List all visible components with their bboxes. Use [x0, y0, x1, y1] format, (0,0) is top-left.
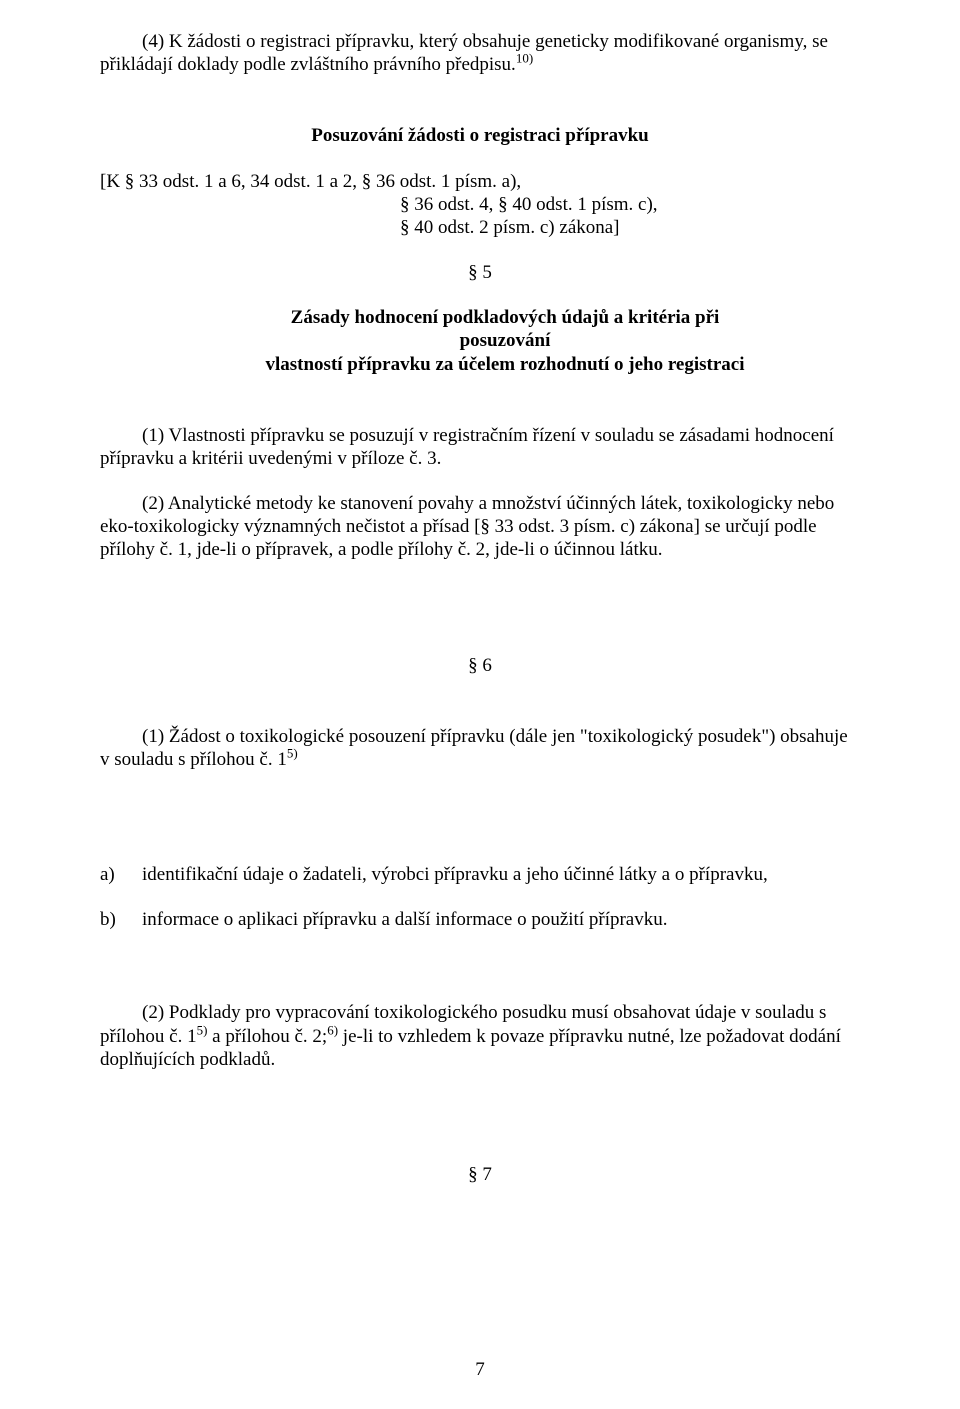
legal-ref-line-2: § 36 odst. 4, § 40 odst. 1 písm. c), — [100, 193, 860, 216]
list-text-a: identifikační údaje o žadateli, výrobci … — [142, 863, 860, 886]
footnote-ref-5b: 5) — [197, 1022, 208, 1037]
footnote-ref-5: 5) — [287, 746, 298, 761]
heading-posuzovani: Posuzování žádosti o registraci přípravk… — [100, 124, 860, 147]
section-5-title-line-2: vlastností přípravku za účelem rozhodnut… — [250, 353, 760, 376]
footnote-ref-10: 10) — [516, 51, 533, 66]
list-item-a: a) identifikační údaje o žadateli, výrob… — [100, 863, 860, 886]
section-5-title: Zásady hodnocení podkladových údajů a kr… — [100, 306, 860, 376]
paragraph-4-text: (4) K žádosti o registraci přípravku, kt… — [100, 31, 828, 75]
section-5-para-2: (2) Analytické metody ke stanovení povah… — [100, 492, 860, 562]
section-6-para-1-text: (1) Žádost o toxikologické posouzení pří… — [100, 726, 848, 770]
section-6-para-1: (1) Žádost o toxikologické posouzení pří… — [100, 725, 860, 771]
section-5-para-1: (1) Vlastnosti přípravku se posuzují v r… — [100, 424, 860, 470]
section-6-marker: § 6 — [100, 654, 860, 677]
section-5-title-line-1: Zásady hodnocení podkladových údajů a kr… — [250, 306, 760, 352]
section-5-marker: § 5 — [100, 261, 860, 284]
list-label-a: a) — [100, 863, 142, 886]
list-text-b: informace o aplikaci přípravku a další i… — [142, 908, 860, 931]
footnote-ref-6: 6) — [327, 1022, 338, 1037]
legal-reference-block: [K § 33 odst. 1 a 6, 34 odst. 1 a 2, § 3… — [100, 170, 860, 240]
section-7-marker: § 7 — [100, 1163, 860, 1186]
section-6-para-2: (2) Podklady pro vypracování toxikologic… — [100, 1001, 860, 1071]
paragraph-4: (4) K žádosti o registraci přípravku, kt… — [100, 30, 860, 76]
legal-ref-line-3: § 40 odst. 2 písm. c) zákona] — [100, 216, 860, 239]
section-6-para-2-text-b: a přílohou č. 2; — [207, 1026, 327, 1047]
list-label-b: b) — [100, 908, 142, 931]
list-item-b: b) informace o aplikaci přípravku a dalš… — [100, 908, 860, 931]
legal-ref-line-1: [K § 33 odst. 1 a 6, 34 odst. 1 a 2, § 3… — [100, 170, 860, 193]
page-number: 7 — [0, 1358, 960, 1381]
document-page: (4) K žádosti o registraci přípravku, kt… — [0, 0, 960, 1409]
